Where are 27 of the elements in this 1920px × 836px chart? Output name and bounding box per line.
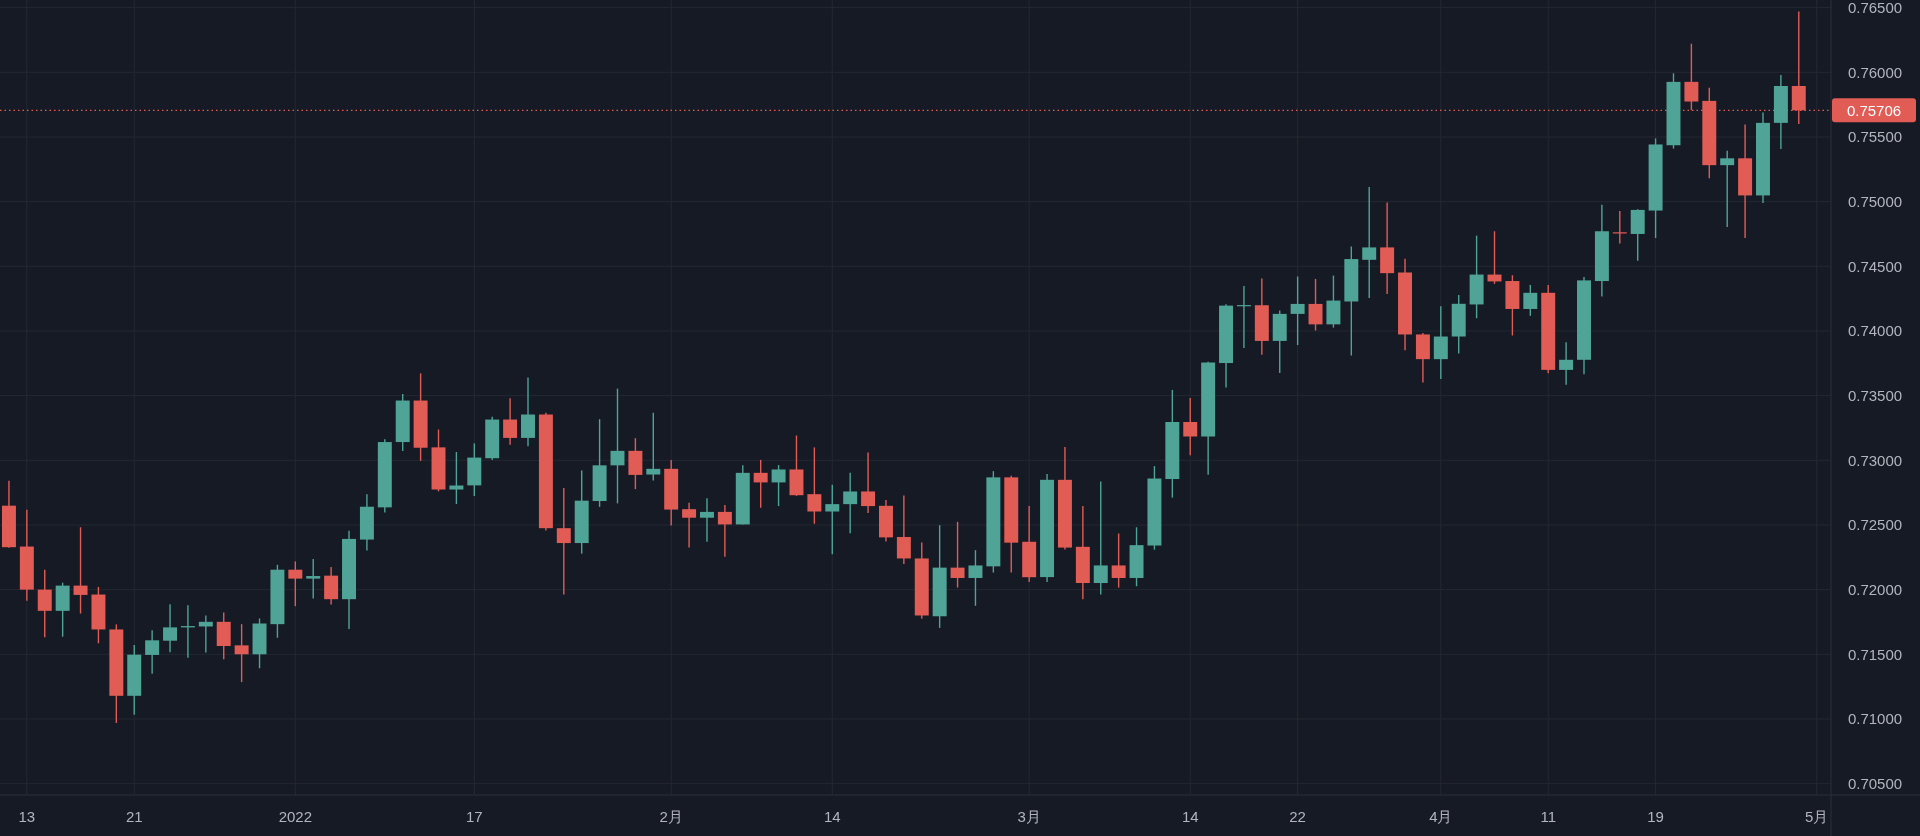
y-tick-label: 0.72000: [1847, 581, 1903, 599]
y-tick-label: 0.75000: [1847, 193, 1903, 211]
y-tick-label: 0.73000: [1847, 451, 1903, 469]
x-tick-label: 11: [1540, 807, 1556, 825]
y-tick-label: 0.76000: [1847, 63, 1903, 81]
y-tick-label: 0.70500: [1847, 775, 1903, 793]
y-tick-label: 0.72500: [1847, 516, 1903, 534]
x-tick-label: 5月: [1805, 807, 1829, 825]
y-tick-label: 0.73500: [1847, 387, 1903, 405]
y-tick-label: 0.74500: [1847, 257, 1903, 275]
x-tick-label: 19: [1647, 807, 1664, 825]
ref-line-label: 0.75706: [1846, 101, 1902, 119]
y-tick-label: 0.76500: [1847, 0, 1903, 17]
x-tick-label: 2022: [278, 807, 313, 825]
x-tick-label: 17: [465, 807, 483, 825]
y-tick-label: 0.71000: [1847, 710, 1903, 728]
y-tick-label: 0.74000: [1847, 322, 1903, 340]
x-tick-label: 14: [1181, 807, 1199, 825]
y-tick-label: 0.75500: [1847, 128, 1903, 146]
x-tick-label: 13: [18, 807, 36, 825]
x-tick-label: 14: [823, 807, 841, 825]
x-tick-label: 4月: [1429, 807, 1453, 825]
x-tick-label: 21: [125, 807, 143, 825]
x-tick-label: 22: [1289, 807, 1306, 825]
x-tick-label: 2月: [659, 807, 683, 825]
x-tick-label: 3月: [1017, 807, 1041, 825]
y-tick-label: 0.71500: [1847, 645, 1903, 663]
